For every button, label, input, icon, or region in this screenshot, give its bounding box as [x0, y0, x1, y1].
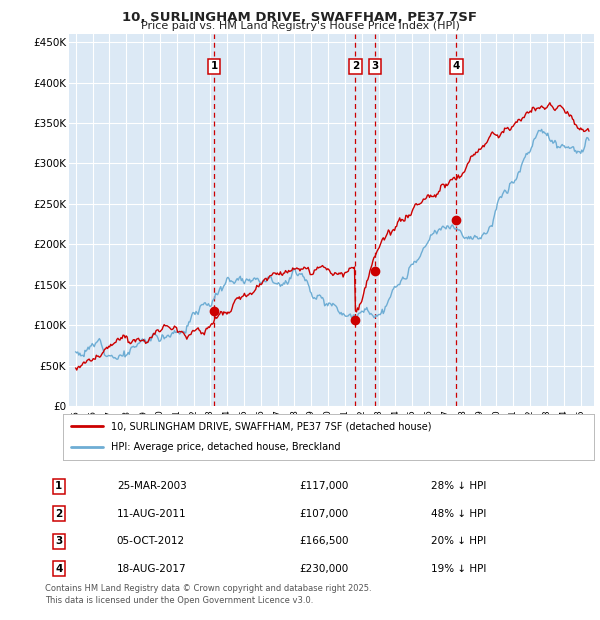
Text: 4: 4 [55, 564, 62, 574]
Text: 20% ↓ HPI: 20% ↓ HPI [431, 536, 487, 546]
Text: Contains HM Land Registry data © Crown copyright and database right 2025.
This d: Contains HM Land Registry data © Crown c… [45, 584, 371, 605]
Text: 2: 2 [55, 508, 62, 519]
Text: 1: 1 [211, 61, 218, 71]
Text: HPI: Average price, detached house, Breckland: HPI: Average price, detached house, Brec… [111, 443, 340, 453]
Text: £230,000: £230,000 [299, 564, 348, 574]
Text: 18-AUG-2017: 18-AUG-2017 [117, 564, 187, 574]
Text: 4: 4 [452, 61, 460, 71]
Text: 28% ↓ HPI: 28% ↓ HPI [431, 481, 487, 491]
Text: £107,000: £107,000 [299, 508, 348, 519]
Text: 2: 2 [352, 61, 359, 71]
Text: 48% ↓ HPI: 48% ↓ HPI [431, 508, 487, 519]
Text: 3: 3 [55, 536, 62, 546]
Text: 05-OCT-2012: 05-OCT-2012 [117, 536, 185, 546]
Text: £166,500: £166,500 [299, 536, 349, 546]
Text: 1: 1 [55, 481, 62, 491]
Text: 11-AUG-2011: 11-AUG-2011 [117, 508, 187, 519]
Text: 25-MAR-2003: 25-MAR-2003 [117, 481, 187, 491]
Text: £117,000: £117,000 [299, 481, 348, 491]
Text: Price paid vs. HM Land Registry's House Price Index (HPI): Price paid vs. HM Land Registry's House … [140, 21, 460, 31]
Text: 3: 3 [371, 61, 379, 71]
Text: 19% ↓ HPI: 19% ↓ HPI [431, 564, 487, 574]
Text: 10, SURLINGHAM DRIVE, SWAFFHAM, PE37 7SF: 10, SURLINGHAM DRIVE, SWAFFHAM, PE37 7SF [122, 11, 478, 24]
Text: 10, SURLINGHAM DRIVE, SWAFFHAM, PE37 7SF (detached house): 10, SURLINGHAM DRIVE, SWAFFHAM, PE37 7SF… [111, 421, 431, 431]
